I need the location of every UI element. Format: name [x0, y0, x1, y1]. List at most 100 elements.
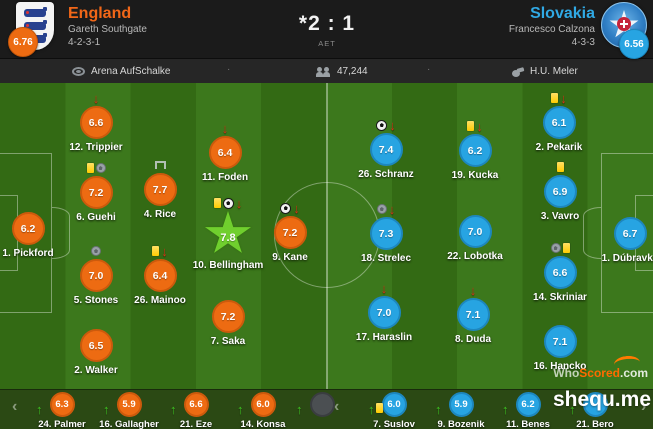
sub-label: 7. Suslov: [373, 419, 415, 429]
player-rating[interactable]: 7.0: [458, 215, 492, 248]
player-label: 10. Bellingham: [192, 260, 264, 271]
player-rating[interactable]: 6.6: [543, 256, 577, 289]
yellow-card-icon: [556, 162, 564, 172]
player[interactable]: ↓ 7.3 18. Strelec: [341, 203, 431, 265]
home-team-name[interactable]: England: [68, 5, 132, 22]
player-icons: ↓: [376, 203, 395, 216]
substitute-player[interactable]: ↑: [280, 392, 364, 419]
player-icons: ↓: [376, 119, 396, 132]
home-team-coach: Gareth Southgate: [68, 24, 147, 35]
away-subs-next-chevron[interactable]: ›: [641, 398, 647, 415]
player[interactable]: ↓ 7.0 17. Haraslin: [339, 282, 429, 344]
stadium-icon: [72, 67, 85, 76]
player-label: 12. Trippier: [69, 142, 123, 153]
away-team-name[interactable]: Slovakia: [530, 5, 595, 22]
player[interactable]: 7.1 16. Hancko: [515, 325, 605, 372]
player-rating[interactable]: 6.4: [208, 136, 242, 169]
player-rating[interactable]: 7.2: [79, 176, 113, 209]
sub-rating[interactable]: [309, 392, 335, 417]
player-rating[interactable]: 7.2: [211, 300, 245, 333]
substitute-player[interactable]: ↑ 6.0 7. Suslov: [352, 392, 436, 429]
player[interactable]: ↓ 7.2 9. Kane: [245, 202, 335, 264]
sub-rating[interactable]: 6.0: [381, 392, 407, 417]
player-label: 3. Vavro: [540, 211, 580, 222]
player[interactable]: ↓ 7.4 26. Schranz: [341, 119, 431, 181]
player-rating[interactable]: 7.0: [79, 259, 113, 292]
sub-label: 9. Bozenik: [437, 419, 485, 429]
away-subs-prev-chevron[interactable]: ‹: [334, 398, 340, 415]
player-rating[interactable]: 7.0: [367, 296, 401, 329]
player-rating[interactable]: 7.1: [456, 298, 490, 331]
whoscored-watermark-suffix: .com: [619, 366, 648, 380]
sub-off-icon: ↓: [560, 90, 567, 106]
player-rating[interactable]: 6.7: [613, 217, 647, 250]
yellow-card-icon: [213, 198, 221, 208]
player-icons: ↓: [381, 282, 388, 295]
player-rating[interactable]: 6.2: [11, 212, 45, 245]
player-label: 22. Lobotka: [447, 251, 503, 262]
sub-rating[interactable]: 6.3: [49, 392, 75, 417]
substitute-player[interactable]: ↑ 6.3 24. Palmer: [20, 392, 104, 429]
home-subs-prev-chevron[interactable]: ‹: [12, 398, 18, 415]
home-team-formation: 4-2-3-1: [68, 37, 101, 48]
player-rating[interactable]: 7.7: [143, 173, 177, 206]
player[interactable]: 6.6 14. Skriniar: [515, 243, 605, 303]
player-rating[interactable]: 6.6: [79, 106, 113, 139]
player-rating[interactable]: 6.4: [143, 259, 177, 292]
sub-rating[interactable]: [582, 392, 608, 417]
player[interactable]: ↓ 6.4 26. Mainoo: [115, 245, 205, 307]
sub-rating[interactable]: 5.9: [448, 392, 474, 417]
substitute-player[interactable]: ↑ 21. Bero: [553, 392, 637, 429]
player-rating[interactable]: 7.1: [543, 325, 577, 358]
substitute-player[interactable]: ↑ 6.6 21. Eze: [154, 392, 238, 429]
player-icons: ↓: [93, 92, 100, 105]
substitute-player[interactable]: ↑ 5.9 16. Gallagher: [87, 392, 171, 429]
yellow-card-icon: [152, 246, 160, 256]
substitute-player[interactable]: ↑ 6.0 14. Konsa: [221, 392, 305, 429]
player[interactable]: ↓ 6.2 19. Kucka: [430, 120, 520, 182]
player-rating[interactable]: 6.5: [79, 329, 113, 362]
sub-rating[interactable]: 6.6: [183, 392, 209, 417]
sub-label: 24. Palmer: [38, 419, 86, 429]
substitute-player[interactable]: ↑ 6.2 11. Benes: [486, 392, 570, 429]
player[interactable]: ↓ 6.6 12. Trippier: [51, 92, 141, 154]
player[interactable]: 7.7 4. Rice: [115, 161, 205, 220]
player[interactable]: 6.5 2. Walker: [51, 329, 141, 376]
player-rating[interactable]: 7.2: [273, 216, 307, 249]
sub-icons: ↑: [502, 403, 509, 416]
pitch: WhoScored.com 6.2 1. Pickford ↓ 6.6 12. …: [0, 83, 653, 389]
player[interactable]: 6.2 1. Pickford: [0, 212, 73, 259]
player[interactable]: 6.7 1. Dúbravka: [585, 217, 653, 264]
player-rating[interactable]: 7.4: [369, 133, 403, 166]
penalty-box-right: [601, 153, 653, 313]
player[interactable]: ↓ 6.1 2. Pekarik: [514, 92, 604, 154]
sub-rating[interactable]: 5.9: [116, 392, 142, 417]
player-rating[interactable]: 6.2: [458, 134, 492, 167]
goal-icon: [376, 119, 388, 131]
yellow-card-icon: [467, 121, 475, 131]
sub-on-icon: ↑: [237, 402, 244, 417]
sub-off-icon: ↓: [293, 200, 300, 216]
attendance-label: 47,244: [337, 66, 368, 77]
player[interactable]: 6.9 3. Vavro: [515, 162, 605, 222]
player-label: 4. Rice: [143, 209, 177, 220]
away-team-formation: 4-3-3: [571, 37, 595, 48]
player[interactable]: 7.2 7. Saka: [183, 300, 273, 347]
player-rating[interactable]: 6.1: [542, 106, 576, 139]
player[interactable]: 7.0 5. Stones: [51, 246, 141, 306]
gray-ball-icon: [91, 246, 101, 256]
sub-rating[interactable]: 6.2: [515, 392, 541, 417]
sub-rating[interactable]: 6.0: [250, 392, 276, 417]
substitute-player[interactable]: ↑ 5.9 9. Bozenik: [419, 392, 503, 429]
player-rating[interactable]: 7.3: [369, 217, 403, 250]
referee-label: H.U. Meler: [530, 66, 578, 77]
player[interactable]: ↓ 7.8 10. Bellingham: [183, 197, 273, 272]
sub-off-icon: ↓: [221, 120, 229, 136]
player[interactable]: 7.0 22. Lobotka: [430, 215, 520, 262]
player[interactable]: ↓ 7.1 8. Duda: [428, 284, 518, 346]
player-rating[interactable]: 6.9: [543, 175, 577, 208]
sub-icons: ↑: [296, 403, 303, 416]
sub-on-icon: ↑: [368, 402, 375, 417]
player[interactable]: ↓ 6.4 11. Foden: [180, 122, 270, 184]
player[interactable]: 7.2 6. Guehi: [51, 163, 141, 223]
